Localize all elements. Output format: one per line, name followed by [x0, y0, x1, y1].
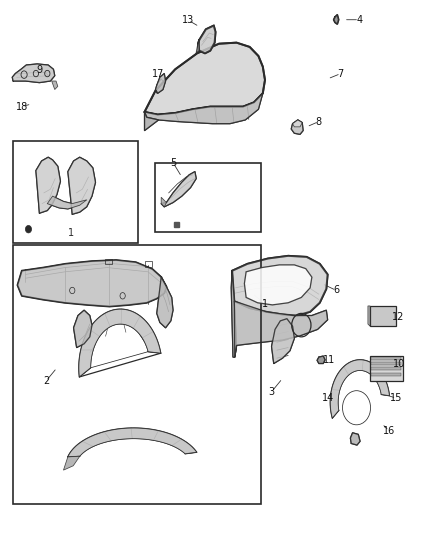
Text: 1: 1: [262, 299, 268, 309]
Polygon shape: [350, 433, 360, 445]
Polygon shape: [291, 120, 303, 134]
Polygon shape: [368, 306, 370, 326]
Text: 4: 4: [356, 15, 362, 25]
Text: 10: 10: [392, 359, 405, 368]
Polygon shape: [231, 271, 237, 357]
Polygon shape: [198, 26, 215, 53]
Polygon shape: [334, 15, 339, 24]
Text: 3: 3: [268, 387, 275, 397]
Bar: [370, 306, 396, 326]
Polygon shape: [68, 428, 197, 457]
Text: 11: 11: [323, 355, 336, 365]
Polygon shape: [155, 90, 158, 93]
Polygon shape: [145, 93, 263, 124]
Circle shape: [25, 225, 32, 233]
Polygon shape: [68, 157, 95, 214]
Text: 12: 12: [392, 312, 405, 322]
Polygon shape: [161, 197, 166, 207]
Polygon shape: [371, 367, 401, 370]
Text: 8: 8: [316, 117, 322, 126]
Polygon shape: [145, 43, 265, 115]
Polygon shape: [157, 277, 173, 328]
Polygon shape: [244, 265, 312, 305]
Polygon shape: [79, 309, 161, 377]
Text: 15: 15: [390, 393, 403, 403]
Text: 16: 16: [383, 426, 395, 435]
Polygon shape: [371, 373, 401, 376]
Text: 18: 18: [16, 102, 28, 111]
Text: 7: 7: [338, 69, 344, 78]
Bar: [13, 141, 138, 243]
Polygon shape: [145, 112, 159, 131]
Text: 5: 5: [170, 158, 176, 167]
Polygon shape: [52, 81, 58, 90]
Polygon shape: [12, 64, 55, 83]
Text: 1: 1: [68, 228, 74, 238]
Polygon shape: [47, 196, 87, 209]
Polygon shape: [155, 74, 166, 93]
Polygon shape: [36, 157, 60, 213]
Polygon shape: [371, 362, 401, 365]
Polygon shape: [196, 40, 199, 53]
Polygon shape: [330, 360, 389, 418]
Text: 17: 17: [152, 69, 165, 78]
Polygon shape: [64, 456, 80, 470]
Bar: [13, 245, 261, 504]
Polygon shape: [272, 319, 294, 364]
Text: 6: 6: [333, 286, 339, 295]
Text: 14: 14: [321, 393, 334, 403]
FancyBboxPatch shape: [370, 356, 403, 381]
Bar: [174, 222, 179, 227]
Bar: [145, 261, 152, 266]
Polygon shape: [234, 301, 328, 357]
Polygon shape: [161, 172, 196, 207]
Text: 9: 9: [36, 66, 42, 75]
Polygon shape: [74, 310, 92, 348]
Polygon shape: [317, 356, 325, 364]
Polygon shape: [371, 357, 401, 360]
Bar: [155, 163, 261, 232]
Text: 2: 2: [43, 376, 49, 386]
Polygon shape: [232, 256, 328, 316]
Polygon shape: [18, 260, 166, 306]
Bar: [105, 259, 112, 264]
Text: 13: 13: [182, 15, 194, 25]
Polygon shape: [293, 120, 302, 127]
